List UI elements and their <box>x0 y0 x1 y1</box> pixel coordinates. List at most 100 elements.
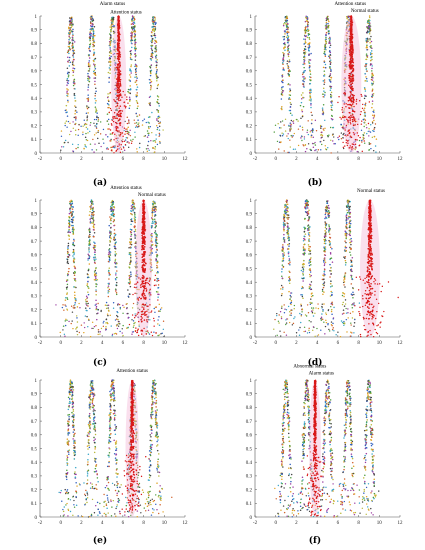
data-point <box>67 56 69 59</box>
data-point <box>154 18 156 20</box>
data-point <box>97 131 99 133</box>
data-point <box>128 91 130 94</box>
data-point <box>128 119 130 121</box>
data-point <box>156 242 159 245</box>
data-point <box>331 104 334 106</box>
data-point <box>114 57 116 60</box>
data-point <box>280 121 282 123</box>
data-point <box>142 263 145 266</box>
data-point <box>287 73 289 75</box>
data-point <box>309 65 311 67</box>
data-point <box>121 110 124 112</box>
data-point <box>108 61 111 63</box>
data-point <box>113 215 115 218</box>
data-point <box>144 282 146 285</box>
data-point <box>288 276 291 278</box>
data-point <box>157 287 159 289</box>
x-tick-label: 6 <box>122 341 125 346</box>
data-point <box>127 146 130 149</box>
data-point <box>97 331 100 333</box>
data-point <box>69 48 72 51</box>
data-point <box>283 150 285 152</box>
data-point <box>93 51 95 53</box>
data-point <box>66 283 69 286</box>
data-point <box>87 287 90 289</box>
data-point <box>282 266 285 268</box>
data-point <box>94 102 97 104</box>
normal-peak-0 <box>55 199 87 337</box>
data-point <box>67 89 69 91</box>
data-point <box>287 243 289 246</box>
data-point <box>114 71 117 74</box>
data-point <box>84 123 87 125</box>
data-point <box>147 132 149 135</box>
data-point <box>110 209 113 211</box>
data-point <box>342 137 345 139</box>
data-point <box>143 312 146 314</box>
highlight-peak-0 <box>107 15 133 154</box>
data-point <box>117 46 120 49</box>
y-tick-label: 0.7 <box>31 56 38 61</box>
data-point <box>136 101 139 103</box>
data-point <box>68 71 70 74</box>
data-point <box>324 25 327 27</box>
data-point <box>365 77 368 80</box>
data-point <box>121 140 124 143</box>
data-point <box>324 45 326 47</box>
data-point <box>132 293 134 296</box>
data-point <box>73 238 75 241</box>
data-point <box>130 139 132 141</box>
data-point <box>155 233 158 236</box>
data-point <box>310 91 312 94</box>
data-point <box>68 32 70 35</box>
data-point <box>162 320 165 322</box>
data-point <box>290 126 292 128</box>
data-point <box>286 222 288 224</box>
data-point <box>64 320 67 322</box>
data-point <box>128 253 131 256</box>
data-point <box>294 316 296 318</box>
data-point <box>68 35 70 37</box>
data-point <box>288 245 290 247</box>
data-point <box>66 288 68 290</box>
data-point <box>289 139 291 141</box>
data-point <box>113 59 116 62</box>
data-point <box>349 123 352 125</box>
data-point <box>86 315 88 318</box>
data-point <box>349 81 351 84</box>
data-point <box>134 55 137 58</box>
data-point <box>73 49 75 52</box>
data-point <box>67 120 70 123</box>
data-point <box>115 279 117 281</box>
data-point <box>87 318 90 321</box>
data-point <box>155 138 157 140</box>
data-point <box>368 15 371 17</box>
data-point <box>62 329 64 331</box>
data-point <box>292 120 295 122</box>
y-tick-label: 0 <box>35 152 38 157</box>
data-point <box>325 31 328 34</box>
data-point <box>157 319 159 321</box>
data-point <box>281 305 283 308</box>
data-point <box>281 268 283 270</box>
data-point <box>62 146 65 148</box>
data-point <box>153 284 156 287</box>
data-point <box>155 22 157 24</box>
data-point <box>92 228 95 231</box>
data-point <box>154 238 157 241</box>
data-point <box>84 136 87 139</box>
data-point <box>132 326 135 328</box>
data-point <box>118 24 120 27</box>
data-point <box>310 149 313 151</box>
data-point <box>349 91 351 93</box>
data-point <box>93 26 96 28</box>
data-point <box>279 135 282 137</box>
data-point <box>303 29 306 31</box>
data-point <box>91 20 94 23</box>
data-point <box>151 211 154 213</box>
data-point <box>116 42 119 44</box>
data-point <box>94 83 96 85</box>
status-annotation: Normal status <box>351 9 379 14</box>
data-point <box>93 247 95 250</box>
data-point <box>137 105 139 107</box>
